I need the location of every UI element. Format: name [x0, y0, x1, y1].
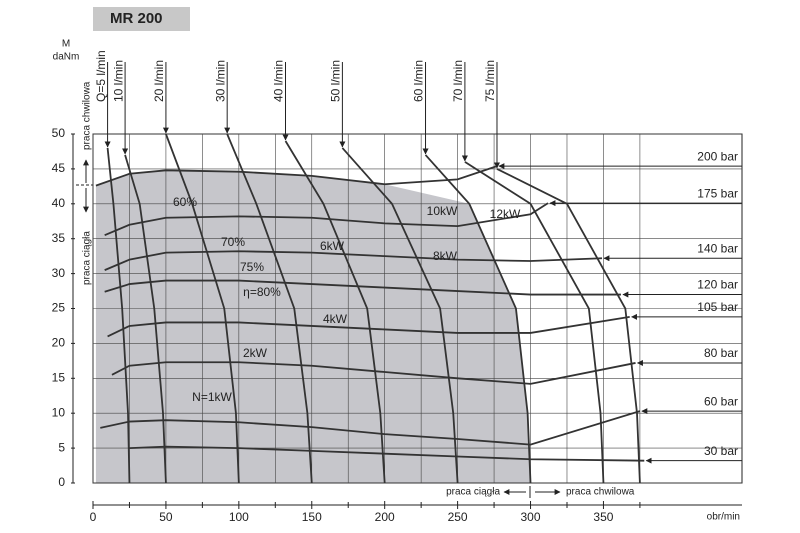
pressure-curve — [107, 315, 630, 338]
flow-label: 20 l/min — [152, 60, 166, 102]
pressure-curve — [111, 361, 636, 385]
y-tick-label: 30 — [52, 266, 66, 280]
pressure-label: 120 bar — [697, 278, 738, 292]
pressure-label: 80 bar — [704, 346, 738, 360]
flow-label: 40 l/min — [272, 60, 286, 102]
flow-label: 10 l/min — [111, 60, 125, 102]
bottom-right-annotation: praca chwilowa — [566, 487, 635, 498]
efficiency-label: 75% — [240, 260, 264, 274]
pressure-curve — [100, 410, 641, 446]
flow-curve — [341, 147, 459, 484]
pressure-curve — [129, 445, 645, 462]
y-tick-label: 25 — [52, 301, 66, 315]
left-bottom-annotation: praca ciągła — [82, 231, 93, 285]
x-tick-label: 100 — [229, 510, 249, 524]
power-label: 4kW — [323, 312, 348, 326]
power-label: 6kW — [320, 239, 345, 253]
flow-curve — [464, 161, 605, 484]
y-axis-label: daNm — [53, 52, 80, 63]
efficiency-label: 60% — [173, 195, 197, 209]
left-top-annotation: praca chwilowa — [82, 81, 93, 150]
flow-label: 70 l/min — [451, 60, 465, 102]
pressure-label: 105 bar — [697, 300, 738, 314]
flow-label: 50 l/min — [329, 60, 343, 102]
pressure-curve — [104, 279, 621, 296]
flow-curve — [424, 154, 532, 484]
x-tick-label: 300 — [521, 510, 541, 524]
flow-curve — [124, 154, 167, 484]
x-tick-label: 50 — [159, 510, 173, 524]
y-symbol: M — [62, 39, 70, 50]
x-tick-label: 350 — [593, 510, 613, 524]
y-tick-label: 50 — [52, 126, 66, 140]
y-tick-label: 10 — [52, 405, 66, 419]
efficiency-label: η=80% — [243, 285, 281, 299]
x-axis-label: obr/min — [707, 512, 740, 523]
pressure-curve — [95, 165, 498, 187]
flow-label: 75 l/min — [483, 60, 497, 102]
flow-curve — [284, 140, 386, 484]
flow-label: 60 l/min — [412, 60, 426, 102]
y-tick-label: 5 — [58, 440, 65, 454]
pressure-label: 30 bar — [704, 444, 738, 458]
y-tick-label: 45 — [52, 161, 66, 175]
chart-title: MR 200 — [110, 10, 163, 27]
y-tick-label: 0 — [58, 475, 65, 489]
x-tick-label: 150 — [302, 510, 322, 524]
pressure-label: 200 bar — [697, 149, 738, 163]
y-tick-label: 15 — [52, 370, 66, 384]
flow-curve — [496, 168, 641, 484]
y-tick-label: 35 — [52, 231, 66, 245]
pressure-label: 60 bar — [704, 394, 738, 408]
x-tick-label: 0 — [90, 510, 97, 524]
title-box — [93, 7, 190, 31]
bottom-left-annotation: praca ciągła — [446, 487, 500, 498]
power-label: 12kW — [490, 207, 521, 221]
flow-label: 30 l/min — [213, 60, 227, 102]
x-tick-label: 250 — [448, 510, 468, 524]
power-label: 2kW — [243, 346, 268, 360]
power-label: 8kW — [433, 249, 458, 263]
pressure-label: 175 bar — [697, 186, 738, 200]
flow-curve — [226, 133, 313, 484]
flow-label: Q=5 l/min — [94, 50, 108, 102]
power-label: 10kW — [427, 204, 458, 218]
x-tick-label: 200 — [375, 510, 395, 524]
power-label: N=1kW — [192, 390, 232, 404]
flow-curve — [165, 133, 240, 484]
pressure-curve — [104, 250, 603, 271]
flow-curve — [106, 147, 131, 484]
y-tick-label: 40 — [52, 196, 66, 210]
y-tick-label: 20 — [52, 336, 66, 350]
pressure-label: 140 bar — [697, 241, 738, 255]
efficiency-label: 70% — [221, 235, 245, 249]
